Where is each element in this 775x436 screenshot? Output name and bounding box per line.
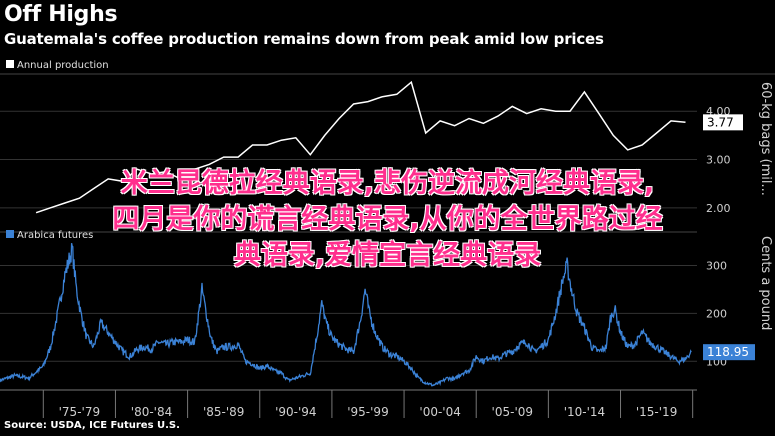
x-tick-label: '15-'19 (636, 405, 677, 419)
futures-series-line (0, 242, 692, 387)
production-y-tick-label: 2.00 (706, 202, 731, 215)
production-axis-label: 60-kg bags (mil... (758, 82, 773, 196)
chart-subtitle: Guatemala's coffee production remains do… (4, 30, 604, 48)
x-tick-label: '75-'79 (59, 405, 100, 419)
futures-y-tick-label: 200 (706, 307, 727, 320)
production-legend-swatch (6, 60, 14, 68)
chart-title: Off Highs (4, 2, 118, 27)
futures-legend-swatch (6, 230, 14, 238)
x-tick-label: '85-'89 (203, 405, 244, 419)
futures-axis-label: Cents a pound (758, 236, 773, 330)
source-note: Source: USDA, ICE Futures U.S. (4, 420, 180, 431)
production-last-value-label: 3.77 (707, 115, 734, 129)
production-series-line (35, 80, 686, 214)
futures-last-value-label: 118.95 (707, 345, 749, 359)
futures-y-tick-label: 300 (706, 260, 727, 273)
x-tick-label: '80-'84 (131, 405, 172, 419)
production-last-value-box (703, 114, 743, 131)
futures-last-value-box (703, 344, 755, 361)
x-tick-label: '00-'04 (419, 405, 460, 419)
production-legend-label: Annual production (17, 60, 109, 71)
x-tick-label: '05-'09 (492, 405, 533, 419)
x-tick-label: '10-'14 (564, 405, 605, 419)
futures-legend-label: Arabica futures (17, 230, 93, 241)
production-y-tick-label: 3.00 (706, 154, 731, 167)
x-tick-label: '95-'99 (347, 405, 388, 419)
x-tick-label: '90-'94 (275, 405, 316, 419)
